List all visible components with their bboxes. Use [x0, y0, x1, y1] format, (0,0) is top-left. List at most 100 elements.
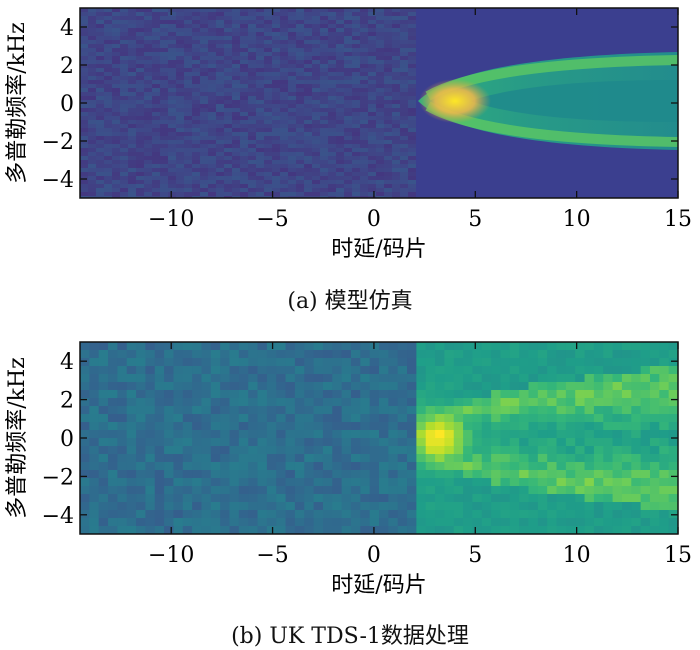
noise-cell	[384, 136, 392, 140]
noise-cell	[216, 112, 224, 116]
noise-cell	[264, 28, 272, 32]
data-cell	[379, 398, 389, 407]
noise-cell	[296, 100, 304, 104]
data-cell	[229, 382, 240, 391]
noise-cell	[200, 80, 208, 84]
noise-cell	[192, 20, 200, 24]
data-cell	[201, 510, 212, 519]
noise-cell	[168, 68, 176, 72]
data-cell	[369, 398, 380, 407]
noise-cell	[344, 116, 352, 120]
data-cell	[659, 374, 670, 383]
data-cell	[80, 430, 90, 439]
noise-cell	[272, 140, 280, 144]
data-cell	[397, 430, 408, 439]
noise-cell	[296, 60, 304, 64]
noise-cell	[208, 32, 216, 36]
noise-cell	[144, 168, 152, 172]
noise-cell	[272, 8, 280, 12]
noise-cell	[208, 20, 216, 24]
data-cell	[584, 486, 595, 495]
data-cell	[612, 526, 623, 534]
data-cell	[444, 422, 455, 431]
noise-cell	[80, 132, 88, 136]
noise-cell	[144, 148, 152, 152]
data-cell	[145, 518, 156, 527]
data-cell	[201, 414, 212, 423]
data-cell	[547, 374, 557, 383]
noise-cell	[184, 36, 192, 40]
data-cell	[481, 446, 492, 455]
noise-cell	[392, 116, 400, 120]
noise-cell	[336, 132, 344, 136]
data-cell	[266, 414, 277, 423]
data-cell	[537, 486, 548, 495]
data-cell	[294, 470, 305, 479]
data-cell	[584, 510, 595, 519]
noise-cell	[384, 112, 392, 116]
noise-cell	[336, 192, 344, 196]
noise-cell	[224, 84, 232, 88]
noise-cell	[120, 176, 128, 180]
data-cell	[537, 350, 548, 359]
noise-cell	[352, 60, 360, 64]
noise-cell	[136, 76, 144, 80]
noise-cell	[208, 144, 216, 148]
data-cell	[528, 390, 539, 399]
noise-cell	[320, 180, 328, 184]
data-cell	[313, 454, 324, 463]
noise-cell	[320, 12, 328, 16]
data-cell	[640, 526, 651, 534]
noise-cell	[96, 20, 104, 24]
noise-cell	[392, 20, 400, 24]
data-cell	[173, 430, 184, 439]
data-cell	[631, 398, 642, 407]
data-cell	[126, 382, 137, 391]
y-axis-label-a: 多普勒频率/kHz	[5, 22, 30, 184]
noise-cell	[264, 8, 272, 12]
noise-cell	[112, 32, 120, 36]
y-tick-label: 4	[60, 350, 74, 375]
noise-cell	[240, 160, 248, 164]
noise-cell	[320, 40, 328, 44]
data-cell	[285, 478, 296, 487]
data-cell	[640, 438, 651, 447]
noise-cell	[376, 36, 384, 40]
noise-cell	[312, 116, 320, 120]
noise-cell	[128, 68, 136, 72]
noise-cell	[192, 124, 200, 128]
data-cell	[379, 486, 389, 495]
noise-cell	[144, 56, 152, 60]
noise-cell	[128, 24, 136, 28]
noise-cell	[160, 192, 168, 196]
data-cell	[248, 390, 258, 399]
data-cell	[575, 366, 585, 375]
data-cell	[444, 382, 455, 391]
data-cell	[444, 438, 455, 447]
noise-cell	[160, 136, 168, 140]
data-cell	[173, 518, 184, 527]
noise-cell	[128, 116, 136, 120]
data-cell	[294, 350, 305, 359]
noise-cell	[208, 132, 216, 136]
data-cell	[547, 414, 557, 423]
noise-cell	[192, 184, 200, 188]
noise-cell	[168, 112, 176, 116]
data-cell	[425, 454, 436, 463]
noise-cell	[256, 160, 264, 164]
noise-cell	[168, 48, 176, 52]
noise-cell	[272, 16, 280, 20]
noise-cell	[168, 124, 176, 128]
data-cell	[472, 454, 483, 463]
noise-cell	[176, 20, 184, 24]
data-cell	[416, 422, 427, 431]
noise-cell	[264, 188, 272, 192]
noise-cell	[232, 20, 240, 24]
data-cell	[472, 374, 483, 383]
data-cell	[126, 502, 137, 511]
noise-cell	[136, 128, 144, 132]
noise-cell	[360, 160, 368, 164]
data-cell	[192, 502, 202, 511]
data-cell	[463, 486, 473, 495]
